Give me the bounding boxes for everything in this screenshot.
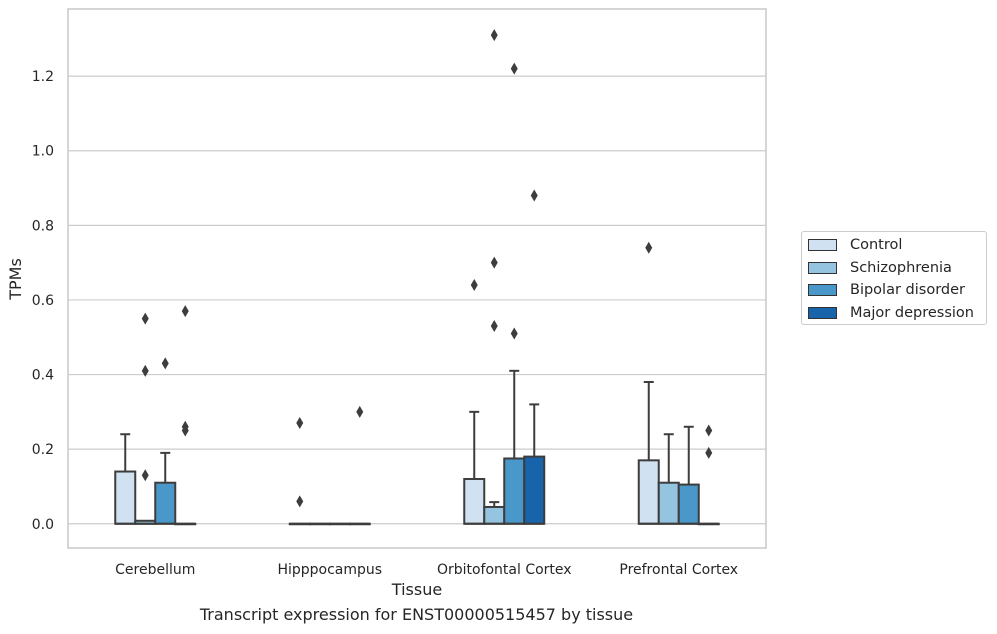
legend-swatch-major-depression [808, 307, 837, 319]
outlier-point [490, 29, 498, 42]
x-axis-label: Tissue [391, 580, 442, 599]
y-tick-label: 0.4 [32, 368, 54, 384]
box [677, 483, 700, 525]
outlier-point [296, 417, 304, 430]
axes: 0.0 0.2 0.4 0.6 0.8 1.0 1.2 Cerebellum Hipppocam… [32, 8, 767, 578]
outlier-point [490, 320, 498, 333]
plot-frame [67, 8, 767, 549]
y-tick-label: 1.0 [32, 144, 54, 160]
box [114, 470, 137, 525]
legend-item-control: Control [808, 235, 902, 255]
outlier-point [530, 189, 538, 202]
legend-label-bipolar-disorder: Bipolar disorder [850, 282, 965, 298]
box [463, 477, 486, 525]
legend-swatch-bipolar-disorder [808, 284, 837, 296]
outlier-point [470, 279, 478, 292]
outlier-point [181, 305, 189, 318]
outlier-point [356, 405, 364, 418]
box [503, 457, 526, 525]
legend-label-major-depression: Major depression [850, 305, 974, 321]
y-tick-label: 0.8 [32, 218, 54, 234]
y-tick-label: 0.2 [32, 442, 54, 458]
box [483, 505, 506, 525]
box [657, 481, 680, 525]
outlier-point [181, 424, 189, 437]
legend-swatch-control [808, 239, 837, 251]
legend-swatch-schizophrenia [808, 262, 837, 274]
x-tick-label: Cerebellum [115, 562, 195, 578]
y-tick-label: 0.6 [32, 293, 54, 309]
box [154, 481, 177, 525]
box [637, 459, 660, 525]
legend-item-major-depression: Major depression [808, 303, 974, 323]
grid-lines [68, 75, 766, 525]
outlier-point [161, 357, 169, 370]
x-tick-label: Hipppocampus [277, 562, 382, 578]
y-tick-label: 1.2 [32, 69, 54, 85]
chart-caption: Transcript expression for ENST0000051545… [199, 605, 634, 624]
legend-item-bipolar-disorder: Bipolar disorder [808, 280, 965, 300]
legend-label-schizophrenia: Schizophrenia [850, 260, 952, 276]
outlier-point [645, 241, 653, 254]
box-plot-series [114, 29, 720, 526]
legend-item-schizophrenia: Schizophrenia [808, 258, 952, 278]
outlier-point [490, 256, 498, 269]
outlier-point [141, 312, 149, 325]
outlier-point [510, 62, 518, 75]
outlier-point [296, 495, 304, 508]
x-tick-label: Orbitofontal Cortex [437, 562, 572, 578]
outlier-point [510, 327, 518, 340]
x-tick-label: Prefrontal Cortex [619, 562, 738, 578]
outlier-point [705, 446, 713, 459]
chart-legend: Control Schizophrenia Bipolar disorder M… [801, 231, 987, 325]
y-axis-label: TPMs [6, 258, 25, 301]
outlier-point [141, 469, 149, 482]
box [523, 455, 546, 525]
y-tick-label: 0.0 [32, 517, 54, 533]
outlier-point [141, 364, 149, 377]
legend-label-control: Control [850, 237, 903, 253]
outlier-point [705, 424, 713, 437]
